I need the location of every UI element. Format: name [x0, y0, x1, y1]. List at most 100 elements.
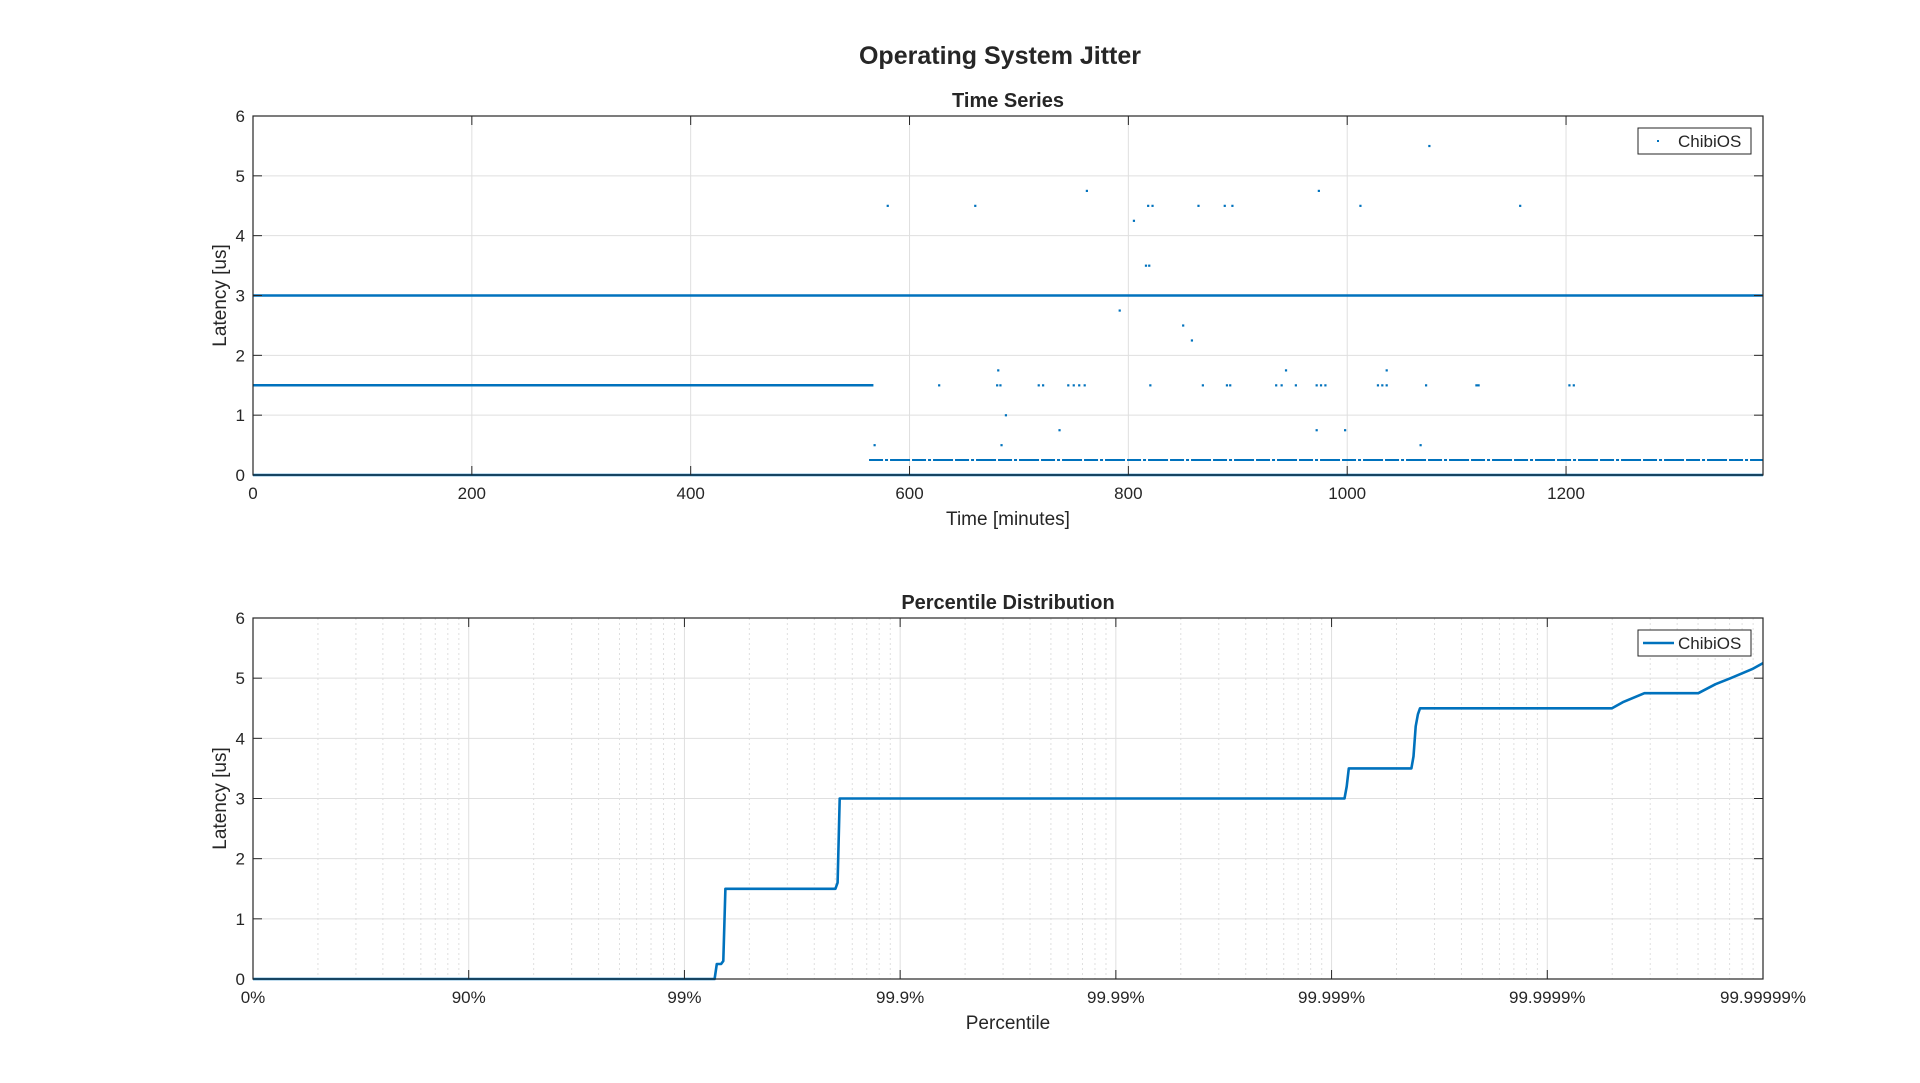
pd-x-tick-label: 99.99999% [1720, 988, 1806, 1007]
ts-data-point [1385, 384, 1388, 387]
ts-data-point [1201, 384, 1204, 387]
ts-data-point [1144, 264, 1148, 267]
ts-data-point [1315, 384, 1318, 387]
pd-x-tick-label: 99.9% [876, 988, 924, 1007]
pd-y-tick-label: 6 [236, 609, 245, 628]
ts-data-point [1381, 384, 1384, 387]
pd-legend-entry: ChibiOS [1678, 634, 1741, 653]
ts-data-point [1477, 384, 1480, 387]
ts-legend-entry: ChibiOS [1678, 132, 1741, 151]
pd-y-tick-label: 1 [236, 910, 245, 929]
ts-y-tick-label: 0 [236, 466, 245, 485]
pd-y-tick-label: 2 [236, 850, 245, 869]
ts-data-point [1231, 204, 1234, 207]
ts-data-point [1223, 204, 1226, 207]
ts-data-point [1004, 414, 1008, 417]
ts-data-point [1151, 204, 1154, 207]
pd-x-axis-label: Percentile [966, 1013, 1051, 1034]
ts-y-tick-label: 3 [236, 287, 245, 306]
pd-x-tick-label: 99.999% [1298, 988, 1365, 1007]
ts-x-tick-label: 1000 [1328, 484, 1366, 503]
ts-data-point [1085, 189, 1088, 192]
ts-data-point [1324, 384, 1327, 387]
ts-data-point [1132, 219, 1136, 222]
ts-x-tick-label: 600 [895, 484, 923, 503]
pd-title: Percentile Distribution [901, 592, 1114, 614]
ts-data-point [996, 384, 999, 387]
ts-x-tick-label: 800 [1114, 484, 1142, 503]
ts-data-point [1359, 204, 1362, 207]
ts-data-point [1118, 309, 1121, 312]
ts-data-point [1148, 264, 1151, 267]
ts-data-point [1182, 324, 1185, 327]
ts-data-point [1280, 384, 1283, 387]
ts-legend-marker [1657, 140, 1659, 142]
pd-x-tick-label: 99.9999% [1509, 988, 1586, 1007]
ts-data-point [1428, 144, 1431, 148]
ts-y-tick-label: 5 [236, 167, 245, 186]
ts-data-point [1190, 339, 1194, 342]
ts-data-point [1275, 384, 1278, 387]
ts-data-point [1317, 189, 1320, 192]
ts-y-tick-label: 4 [236, 227, 245, 246]
ts-data-point [938, 384, 941, 387]
ts-data-point [1225, 384, 1229, 387]
ts-title: Time Series [952, 90, 1064, 112]
ts-data-point [1037, 384, 1040, 387]
time-series-axes: 0 200 400 600 800 1000 1200 0 1 2 3 4 5 6 Time Series T… [210, 90, 1764, 530]
ts-data-point [1083, 384, 1086, 387]
ts-data-point [873, 444, 876, 447]
pd-x-tick-label: 99.99% [1087, 988, 1145, 1007]
ts-data-point [1058, 429, 1061, 432]
ts-data-point [1424, 384, 1428, 387]
pd-y-axis-label: Latency [us] [210, 747, 231, 849]
ts-data-point [1344, 429, 1347, 432]
ts-data-point [1519, 204, 1522, 207]
ts-data-point [1419, 444, 1422, 447]
pd-y-tick-label: 3 [236, 790, 245, 809]
ts-data-point [999, 384, 1002, 387]
ts-x-tick-label: 0 [248, 484, 257, 503]
pd-x-tick-label: 90% [452, 988, 486, 1007]
pd-x-tick-label: 99% [667, 988, 701, 1007]
ts-legend-box [1637, 127, 1752, 155]
ts-data-point [1042, 384, 1045, 387]
ts-data-point [1078, 384, 1081, 387]
ts-data-point [1385, 369, 1388, 372]
figure-title: Operating System Jitter [859, 42, 1141, 70]
ts-x-tick-label: 400 [676, 484, 704, 503]
ts-data-point [1475, 384, 1478, 387]
ts-data-point [1376, 384, 1380, 387]
pd-x-tick-label: 0% [241, 988, 266, 1007]
pd-y-tick-label: 4 [236, 729, 245, 748]
ts-data-point [1072, 384, 1075, 387]
ts-x-tick-label: 200 [458, 484, 486, 503]
ts-data-point [997, 369, 1000, 372]
ts-data-point [1197, 204, 1200, 207]
ts-data-point [1315, 429, 1318, 432]
ts-y-tick-label: 1 [236, 406, 245, 425]
ts-data-point [1147, 204, 1150, 207]
ts-data-point [1319, 384, 1323, 387]
pd-legend: ChibiOS [1637, 629, 1752, 657]
ts-y-tick-label: 6 [236, 107, 245, 126]
ts-data-point [886, 204, 889, 207]
pd-y-tick-label: 0 [236, 970, 245, 989]
ts-x-axis-label: Time [minutes] [946, 509, 1070, 530]
ts-data-point [1572, 384, 1575, 387]
ts-y-axis-label: Latency [us] [210, 244, 231, 346]
ts-data-point [1067, 384, 1070, 387]
pd-series-chibios-line [253, 661, 1764, 981]
ts-data-point [1568, 384, 1571, 387]
ts-data-point [1149, 384, 1152, 387]
ts-data-point [1284, 369, 1288, 372]
ts-x-tick-label: 1200 [1547, 484, 1585, 503]
ts-y-tick-label: 2 [236, 346, 245, 365]
ts-legend: ChibiOS [1637, 127, 1752, 155]
ts-data-point [1229, 384, 1232, 387]
percentile-distribution-axes: 0% 90% 99% 99.9% 99.99% 99.999% 99.9999% 99.999… [210, 592, 1806, 1034]
pd-y-tick-label: 5 [236, 669, 245, 688]
ts-data-point [1294, 384, 1297, 387]
